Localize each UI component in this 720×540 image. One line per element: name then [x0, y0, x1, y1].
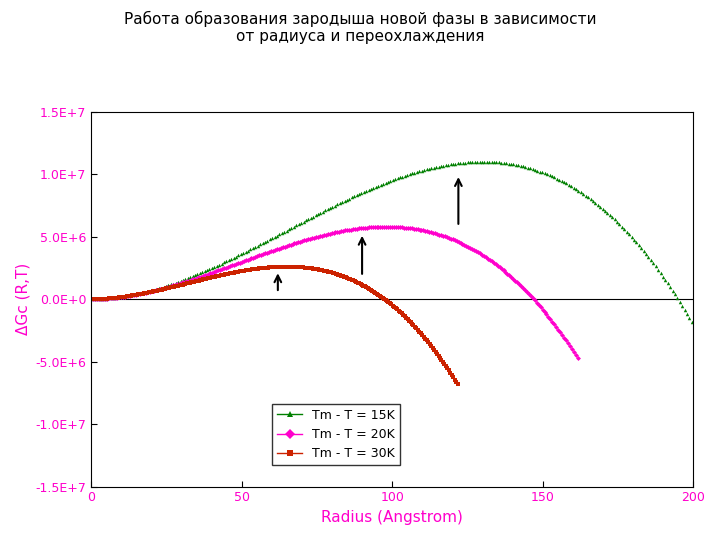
Tm - T = 15K: [87, 296, 96, 302]
Tm - T = 20K: [282, 242, 291, 249]
X-axis label: Radius (Angstrom): Radius (Angstrom): [321, 510, 463, 525]
Tm - T = 20K: [369, 224, 377, 231]
Tm - T = 20K: [425, 228, 433, 235]
Line: Tm - T = 20K: Tm - T = 20K: [89, 225, 580, 360]
Line: Tm - T = 15K: Tm - T = 15K: [89, 160, 693, 324]
Tm - T = 15K: [688, 319, 696, 325]
Tm - T = 15K: [666, 284, 675, 291]
Tm - T = 30K: [87, 296, 96, 302]
Tm - T = 20K: [167, 283, 176, 289]
Tm - T = 20K: [573, 355, 582, 361]
Legend: Tm - T = 15K, Tm - T = 20K, Tm - T = 30K: Tm - T = 15K, Tm - T = 20K, Tm - T = 30K: [272, 404, 400, 465]
Tm - T = 20K: [288, 241, 297, 247]
Tm - T = 20K: [87, 296, 96, 302]
Tm - T = 15K: [504, 160, 513, 167]
Text: Работа образования зародыша новой фазы в зависимости
от радиуса и переохлаждения: Работа образования зародыша новой фазы в…: [124, 11, 596, 44]
Tm - T = 30K: [454, 381, 462, 388]
Tm - T = 30K: [283, 264, 292, 270]
Tm - T = 15K: [336, 200, 344, 206]
Y-axis label: ΔGᴄ (R,T): ΔGᴄ (R,T): [15, 263, 30, 335]
Tm - T = 15K: [477, 159, 486, 165]
Tm - T = 20K: [556, 329, 564, 335]
Tm - T = 30K: [234, 268, 243, 275]
Tm - T = 15K: [186, 274, 194, 280]
Tm - T = 15K: [328, 204, 337, 210]
Line: Tm - T = 30K: Tm - T = 30K: [89, 265, 459, 386]
Tm - T = 30K: [238, 268, 247, 274]
Tm - T = 30K: [300, 264, 309, 271]
Tm - T = 30K: [148, 288, 156, 295]
Tm - T = 30K: [440, 361, 449, 367]
Tm - T = 20K: [382, 224, 391, 230]
Tm - T = 15K: [434, 163, 443, 170]
Tm - T = 30K: [341, 274, 350, 281]
